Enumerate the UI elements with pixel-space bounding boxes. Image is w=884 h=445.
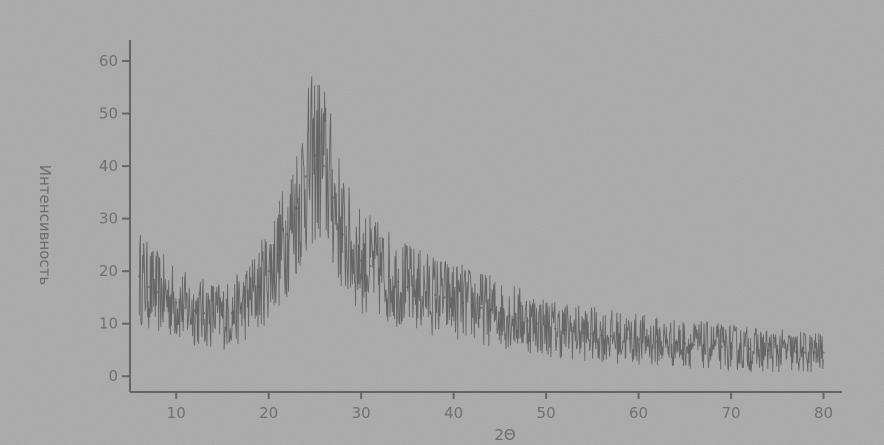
data-point — [276, 254, 280, 257]
data-point — [618, 336, 622, 339]
data-point — [396, 280, 400, 283]
data-point — [813, 351, 816, 354]
data-point — [517, 317, 520, 320]
data-point — [378, 269, 381, 273]
data-point — [572, 330, 576, 333]
x-tick-label: 70 — [721, 404, 740, 422]
data-point — [794, 350, 797, 354]
data-point — [498, 311, 502, 315]
x-tick-label: 20 — [259, 404, 278, 422]
x-tick-label: 50 — [537, 404, 556, 422]
data-point — [729, 346, 733, 349]
data-point — [766, 349, 770, 352]
data-point — [674, 341, 677, 345]
data-point — [350, 248, 354, 252]
data-point — [443, 296, 446, 299]
data-point — [646, 339, 650, 342]
data-point — [341, 233, 344, 236]
data-point — [544, 325, 548, 328]
data-point — [489, 309, 492, 312]
data-point — [702, 344, 705, 347]
data-point — [637, 338, 640, 341]
data-point — [322, 164, 326, 168]
data-point — [461, 301, 465, 304]
data-point — [563, 328, 566, 332]
data-point — [507, 314, 511, 318]
data-point — [175, 301, 178, 304]
data-point — [470, 304, 474, 307]
data-point — [156, 290, 159, 294]
data-point — [332, 196, 335, 199]
y-axis-label: Интенсивность — [36, 165, 54, 285]
x-tick-label: 30 — [352, 404, 371, 422]
y-tick-label: 0 — [108, 367, 118, 385]
data-point — [433, 293, 437, 297]
data-point — [803, 351, 807, 354]
data-point — [230, 311, 233, 315]
data-point — [424, 290, 428, 294]
data-point — [720, 345, 723, 349]
data-point — [581, 331, 585, 335]
data-point — [285, 233, 289, 236]
data-point — [239, 306, 243, 310]
data-point — [249, 296, 252, 299]
data-point — [739, 346, 742, 350]
data-point — [452, 298, 455, 302]
data-point — [221, 314, 224, 318]
data-point — [369, 264, 372, 268]
data-point — [138, 275, 141, 278]
data-point — [535, 322, 539, 325]
data-point — [748, 347, 751, 351]
x-tick-label: 10 — [167, 404, 186, 422]
y-tick-label: 40 — [99, 157, 118, 175]
data-point — [711, 344, 714, 347]
data-point — [147, 285, 150, 289]
data-point — [184, 306, 187, 310]
data-point — [591, 333, 594, 336]
data-point — [776, 349, 779, 353]
y-tick-label: 30 — [99, 210, 118, 228]
data-point — [692, 343, 696, 346]
y-tick-label: 50 — [99, 105, 118, 123]
series-line-noisy — [138, 76, 824, 373]
data-point — [415, 288, 418, 291]
x-tick-label: 80 — [814, 404, 833, 422]
data-point — [304, 175, 307, 178]
data-point — [387, 275, 391, 278]
data-point — [628, 337, 631, 340]
data-point — [313, 154, 317, 157]
x-tick-label: 60 — [629, 404, 648, 422]
data-point — [359, 259, 363, 262]
data-point — [267, 269, 270, 273]
x-tick-label: 40 — [444, 404, 463, 422]
data-point — [202, 311, 206, 315]
x-axis-label: 2Θ — [494, 426, 515, 444]
y-tick-label: 60 — [99, 52, 118, 70]
data-point — [295, 206, 298, 210]
data-point — [683, 342, 687, 345]
data-point — [212, 311, 215, 315]
data-point — [822, 351, 825, 354]
data-point — [757, 348, 760, 352]
data-point — [480, 306, 483, 310]
data-point — [406, 285, 409, 289]
data-point — [554, 327, 557, 331]
data-point — [600, 334, 603, 337]
data-point — [526, 319, 529, 323]
data-point — [655, 340, 659, 343]
data-point — [193, 309, 196, 312]
data-point — [665, 340, 668, 344]
data-point — [165, 296, 169, 299]
data-point — [609, 335, 613, 338]
y-tick-label: 10 — [99, 315, 118, 333]
y-tick-label: 20 — [99, 262, 118, 280]
data-point — [258, 285, 261, 289]
data-point — [785, 350, 788, 353]
